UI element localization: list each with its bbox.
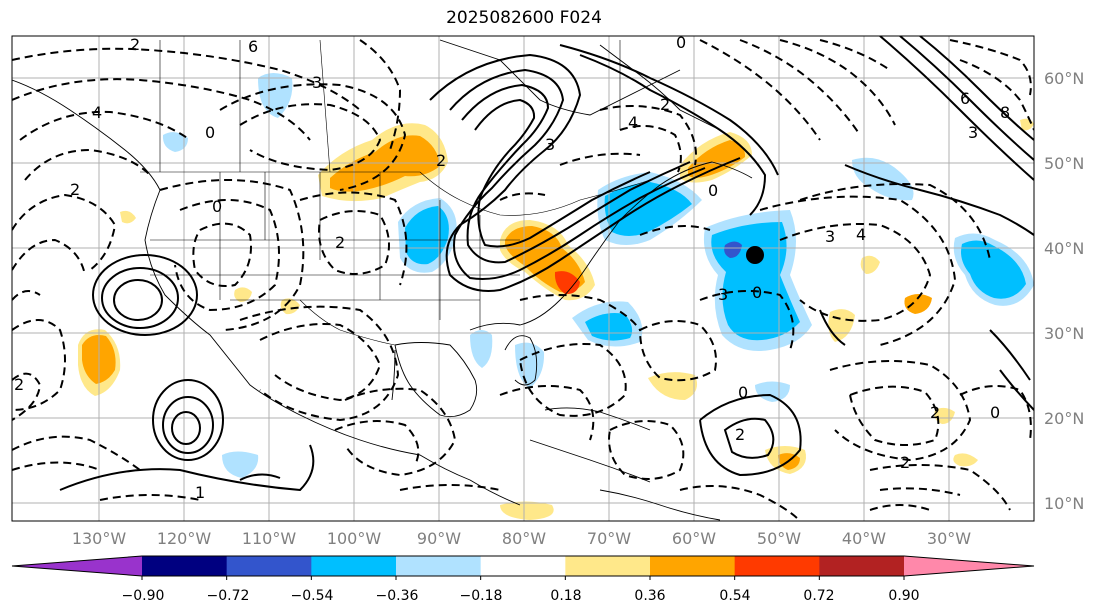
svg-text:6: 6	[960, 89, 970, 108]
colorbar-tick-label: −0.18	[460, 588, 503, 604]
latitude-labels: 60°N 50°N 40°N 30°N 20°N 10°N	[1044, 69, 1084, 513]
svg-text:2: 2	[335, 233, 345, 252]
svg-text:3: 3	[545, 135, 555, 154]
svg-text:8: 8	[1000, 103, 1010, 122]
lat-label: 40°N	[1044, 239, 1084, 258]
svg-text:0: 0	[205, 123, 215, 142]
colorbar-segment	[734, 556, 820, 576]
colorbar-segment	[311, 556, 397, 576]
svg-text:3: 3	[718, 285, 728, 304]
svg-text:3: 3	[968, 123, 978, 142]
lat-label: 10°N	[1044, 494, 1084, 513]
colorbar-segment	[226, 556, 312, 576]
svg-text:2: 2	[14, 375, 24, 394]
lat-label: 60°N	[1044, 69, 1084, 88]
coastlines	[12, 39, 753, 521]
colorbar-segment	[396, 556, 482, 576]
svg-text:1: 1	[195, 483, 205, 502]
anomaly-shading	[78, 73, 1034, 520]
svg-text:2: 2	[930, 403, 940, 422]
svg-text:2: 2	[436, 151, 446, 170]
contour-labels: 6 2 3 0 4 2 2 3 0 2 4 0 3 4 3 0 0 2 2 0 …	[14, 33, 1010, 502]
lon-label: 50°W	[757, 529, 801, 548]
lon-label: 60°W	[672, 529, 716, 548]
colorbar-segment	[565, 556, 651, 576]
lon-label: 80°W	[502, 529, 546, 548]
colorbar-extend-min	[12, 556, 142, 576]
political-borders	[140, 39, 651, 346]
colorbar-labels: −0.90 −0.72 −0.54 −0.36 −0.18 0.18 0.36 …	[122, 588, 920, 604]
svg-text:0: 0	[676, 33, 686, 52]
colorbar	[11, 555, 1035, 580]
colorbar-segment	[819, 556, 905, 576]
colorbar-extend-max	[904, 556, 1034, 576]
colorbar-tick-label: 0.18	[550, 588, 581, 604]
lon-label: 40°W	[842, 529, 886, 548]
svg-text:6: 6	[248, 37, 258, 56]
map-title: 2025082600 F024	[446, 8, 602, 28]
svg-text:0: 0	[752, 283, 762, 302]
lat-label: 30°N	[1044, 324, 1084, 343]
svg-text:3: 3	[312, 73, 322, 92]
svg-text:2: 2	[900, 453, 910, 472]
svg-text:0: 0	[212, 197, 222, 216]
colorbar-segment	[480, 556, 566, 576]
svg-text:4: 4	[628, 113, 638, 132]
colorbar-tick-label: 0.54	[719, 588, 750, 604]
lat-label: 20°N	[1044, 409, 1084, 428]
svg-text:4: 4	[856, 225, 866, 244]
svg-text:4: 4	[92, 103, 102, 122]
colorbar-tick-label: −0.72	[207, 588, 250, 604]
lon-label: 30°W	[927, 529, 971, 548]
colorbar-tick-label: −0.36	[376, 588, 419, 604]
colorbar-segment	[142, 556, 228, 576]
colorbar-tick-label: −0.90	[122, 588, 165, 604]
graticule	[12, 36, 1034, 521]
svg-text:2: 2	[70, 180, 80, 199]
svg-text:2: 2	[660, 95, 670, 114]
svg-text:3: 3	[825, 227, 835, 246]
svg-text:0: 0	[708, 181, 718, 200]
longitude-labels: 130°W 120°W 110°W 100°W 90°W 80°W 70°W 6…	[72, 529, 971, 548]
lon-label: 90°W	[417, 529, 461, 548]
colorbar-tick-label: 0.90	[888, 588, 919, 604]
contours-solid	[59, 36, 1034, 492]
svg-text:2: 2	[130, 35, 140, 54]
contours-dashed	[12, 39, 1034, 521]
lon-label: 130°W	[72, 529, 127, 548]
colorbar-tick-label: −0.54	[291, 588, 334, 604]
colorbar-segment	[650, 556, 736, 576]
svg-text:0: 0	[990, 403, 1000, 422]
colorbar-tick-label: 0.36	[634, 588, 665, 604]
lon-label: 70°W	[587, 529, 631, 548]
plot-background	[12, 36, 1034, 521]
lon-label: 110°W	[242, 529, 297, 548]
svg-text:2: 2	[735, 425, 745, 444]
lon-label: 120°W	[157, 529, 212, 548]
plot-frame	[11, 35, 1035, 522]
colorbar-tick-label: 0.72	[803, 588, 834, 604]
svg-text:0: 0	[738, 383, 748, 402]
storm-center-marker	[746, 246, 764, 264]
lat-label: 50°N	[1044, 154, 1084, 173]
lon-label: 100°W	[327, 529, 382, 548]
